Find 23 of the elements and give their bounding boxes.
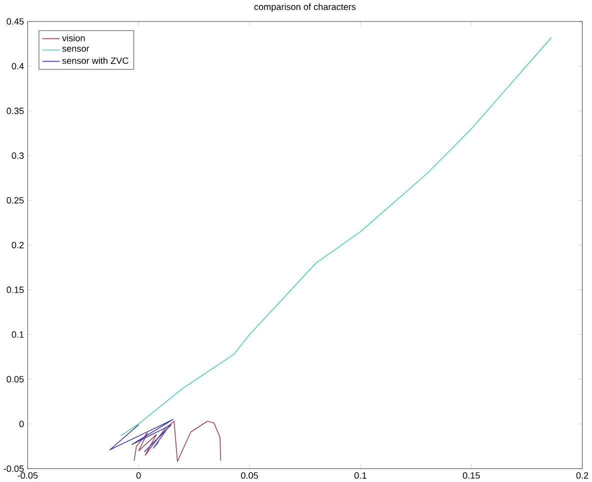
legend-label: vision: [62, 34, 85, 42]
x-tick-label: -0.05: [18, 472, 38, 479]
line-series: [109, 419, 174, 452]
y-tick-label: 0.05: [6, 376, 24, 382]
y-tick-label: 0.4: [12, 62, 24, 70]
y-tick-label: 0.45: [6, 18, 24, 25]
chart-title: comparison of characters: [254, 3, 356, 12]
y-tick-label: 0.15: [6, 286, 24, 293]
legend-label: sensor with ZVC: [62, 57, 128, 64]
y-tick-label: 0.2: [12, 242, 24, 248]
y-tick-label: 0.3: [12, 152, 24, 159]
y-tick-label: 0.35: [6, 108, 24, 114]
x-tick-label: 0.2: [576, 472, 588, 479]
x-tick-label: 0.15: [462, 472, 480, 479]
y-tick-label: 0.25: [6, 197, 24, 204]
x-tick-label: 0: [136, 472, 141, 479]
y-tick-label: 0.1: [12, 331, 24, 338]
x-tick-label: 0.05: [241, 472, 258, 479]
legend-label: sensor: [62, 46, 90, 52]
x-tick-label: 0.1: [354, 472, 366, 479]
y-tick-label: -0.05: [4, 465, 24, 472]
y-tick-label: 0: [19, 420, 24, 428]
line-series: [134, 420, 222, 462]
